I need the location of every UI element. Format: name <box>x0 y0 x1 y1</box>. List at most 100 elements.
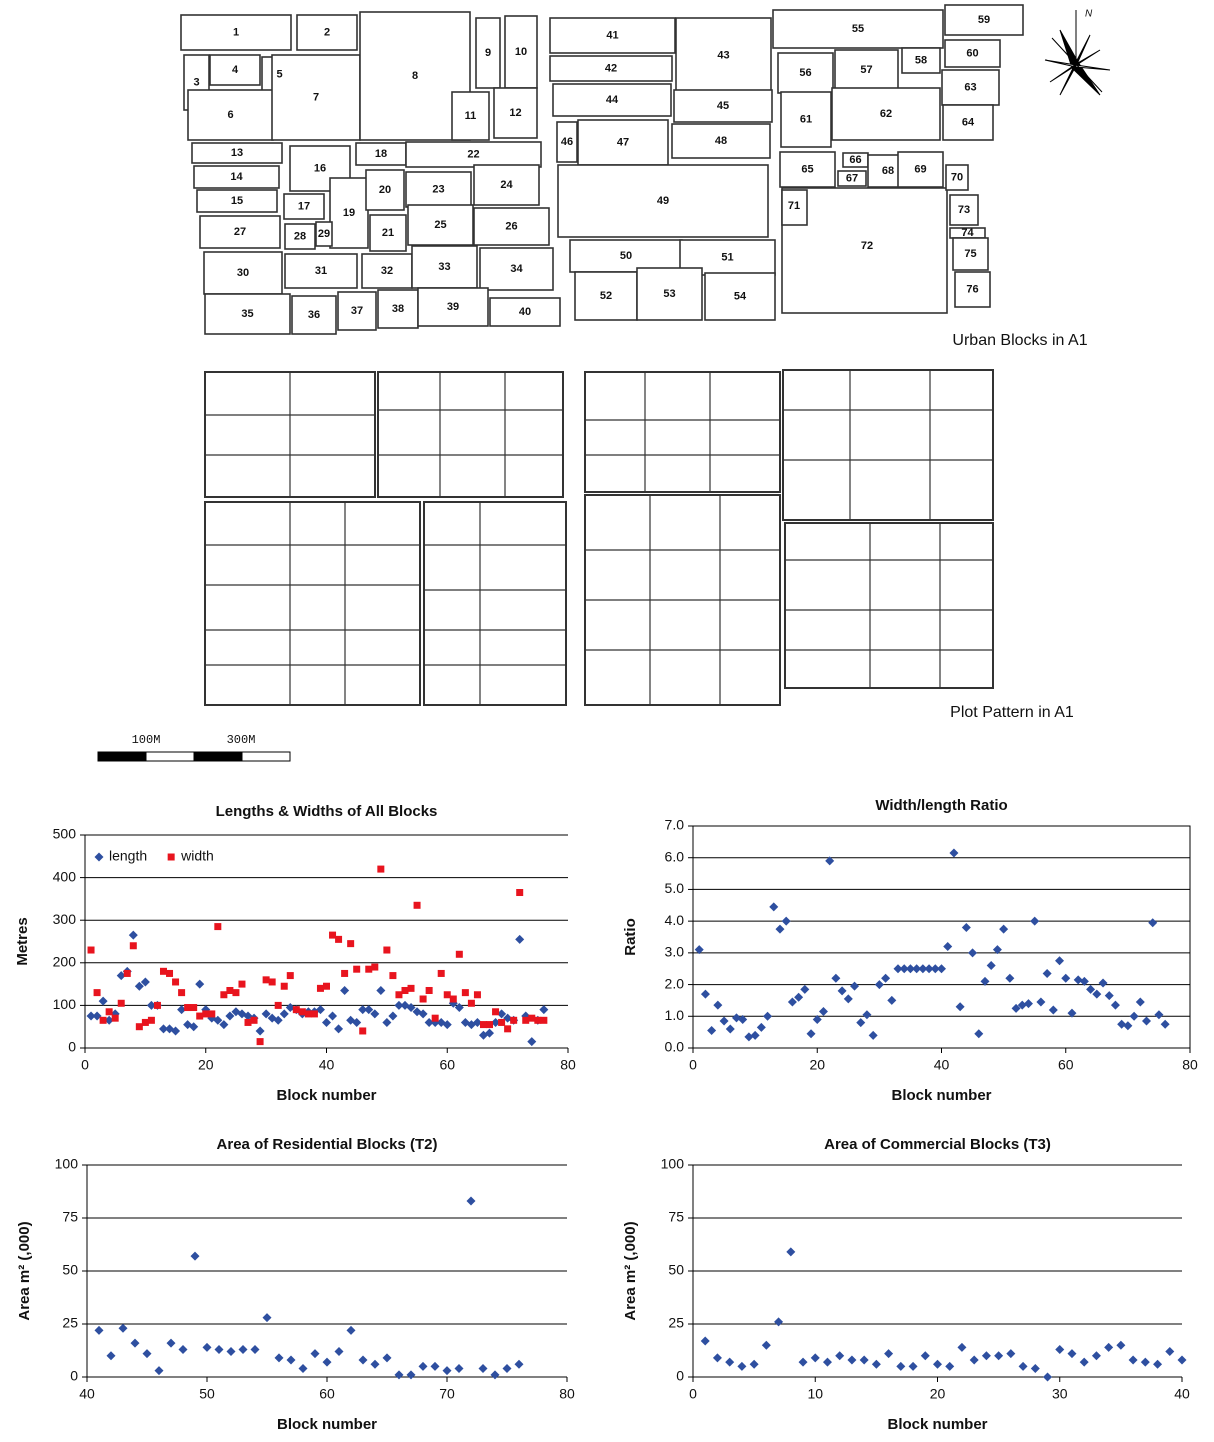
data-point <box>707 1026 716 1035</box>
data-point <box>443 1366 452 1375</box>
block-label: 47 <box>617 136 629 148</box>
block-label: 25 <box>434 219 446 231</box>
data-point <box>167 1339 176 1348</box>
x-tick-label: 20 <box>198 1057 214 1073</box>
block-label: 61 <box>800 113 812 125</box>
y-tick-label: 200 <box>53 954 77 970</box>
data-point <box>732 1013 741 1022</box>
data-point <box>215 1345 224 1354</box>
block-label: 54 <box>734 290 747 302</box>
data-point <box>1043 969 1052 978</box>
data-point <box>921 1351 930 1360</box>
x-axis-label: Block number <box>887 1416 987 1433</box>
data-point <box>347 940 354 947</box>
data-point <box>328 1012 337 1021</box>
data-point <box>263 976 270 983</box>
data-point <box>1123 1021 1132 1030</box>
data-point <box>527 1037 536 1046</box>
data-point <box>383 947 390 954</box>
scale-label: 300M <box>227 733 256 747</box>
data-point <box>1141 1358 1150 1367</box>
data-point <box>119 1324 128 1333</box>
block-label: 13 <box>231 147 243 159</box>
data-point <box>775 925 784 934</box>
block-label: 12 <box>509 107 521 119</box>
block-label: 6 <box>227 109 233 121</box>
data-point <box>869 1031 878 1040</box>
data-point <box>838 986 847 995</box>
y-tick-label: 0 <box>68 1039 76 1055</box>
chart-title: Area of Residential Blocks (T2) <box>217 1136 438 1153</box>
block-label: 37 <box>351 305 363 317</box>
data-point <box>311 1349 320 1358</box>
data-point <box>763 1012 772 1021</box>
x-tick-label: 20 <box>930 1386 946 1402</box>
data-point <box>129 931 138 940</box>
data-point <box>408 985 415 992</box>
x-axis-label: Block number <box>276 1087 376 1104</box>
y-tick-label: 0 <box>70 1368 78 1384</box>
data-point <box>504 1025 511 1032</box>
block-label: 44 <box>606 94 619 106</box>
data-point <box>214 923 221 930</box>
data-point <box>275 1353 284 1362</box>
data-point <box>491 1370 500 1379</box>
block-label: 5 <box>276 68 282 80</box>
data-point <box>1092 1351 1101 1360</box>
data-point <box>322 1018 331 1027</box>
data-point <box>539 1005 548 1014</box>
y-tick-label: 100 <box>55 1156 79 1172</box>
y-tick-label: 100 <box>661 1156 685 1172</box>
data-point <box>1111 1001 1120 1010</box>
block-label: 31 <box>315 265 327 277</box>
data-point <box>106 1008 113 1015</box>
block-label: 17 <box>298 200 310 212</box>
data-point <box>968 948 977 957</box>
data-point <box>323 1358 332 1367</box>
plot-area <box>585 372 780 492</box>
data-point <box>875 980 884 989</box>
block-label: 74 <box>961 227 974 239</box>
data-point <box>701 990 710 999</box>
data-point <box>503 1364 512 1373</box>
x-tick-label: 40 <box>319 1057 335 1073</box>
data-point <box>191 1252 200 1261</box>
data-point <box>937 964 946 973</box>
data-point <box>1105 991 1114 1000</box>
data-point <box>720 1017 729 1026</box>
data-point <box>238 981 245 988</box>
block-label: 41 <box>606 29 618 41</box>
data-point <box>1086 985 1095 994</box>
data-point <box>751 1031 760 1040</box>
block-label: 20 <box>379 184 391 196</box>
block-label: 19 <box>343 207 355 219</box>
scale-segment <box>194 752 242 761</box>
block-label: 55 <box>852 23 864 35</box>
data-point <box>317 985 324 992</box>
x-tick-label: 80 <box>560 1057 576 1073</box>
y-tick-label: 100 <box>53 996 77 1012</box>
data-point <box>131 1339 140 1348</box>
data-point <box>510 1017 517 1024</box>
figure: 7212345678910111213141516171819202122232… <box>0 0 1214 1437</box>
block-label: 59 <box>978 14 990 26</box>
data-point <box>155 1366 164 1375</box>
block-label: 15 <box>231 195 243 207</box>
data-point <box>1178 1356 1187 1365</box>
data-point <box>887 996 896 1005</box>
data-point <box>251 1017 258 1024</box>
data-point <box>172 978 179 985</box>
data-point <box>1055 1345 1064 1354</box>
data-point <box>1031 1364 1040 1373</box>
data-point <box>819 1007 828 1016</box>
data-point <box>420 996 427 1003</box>
x-tick-label: 60 <box>1058 1057 1074 1073</box>
data-point <box>299 1008 306 1015</box>
data-point <box>850 982 859 991</box>
scale-segment <box>98 752 146 761</box>
data-point <box>856 1018 865 1027</box>
y-tick-label: 6.0 <box>665 848 685 864</box>
data-point <box>143 1349 152 1358</box>
